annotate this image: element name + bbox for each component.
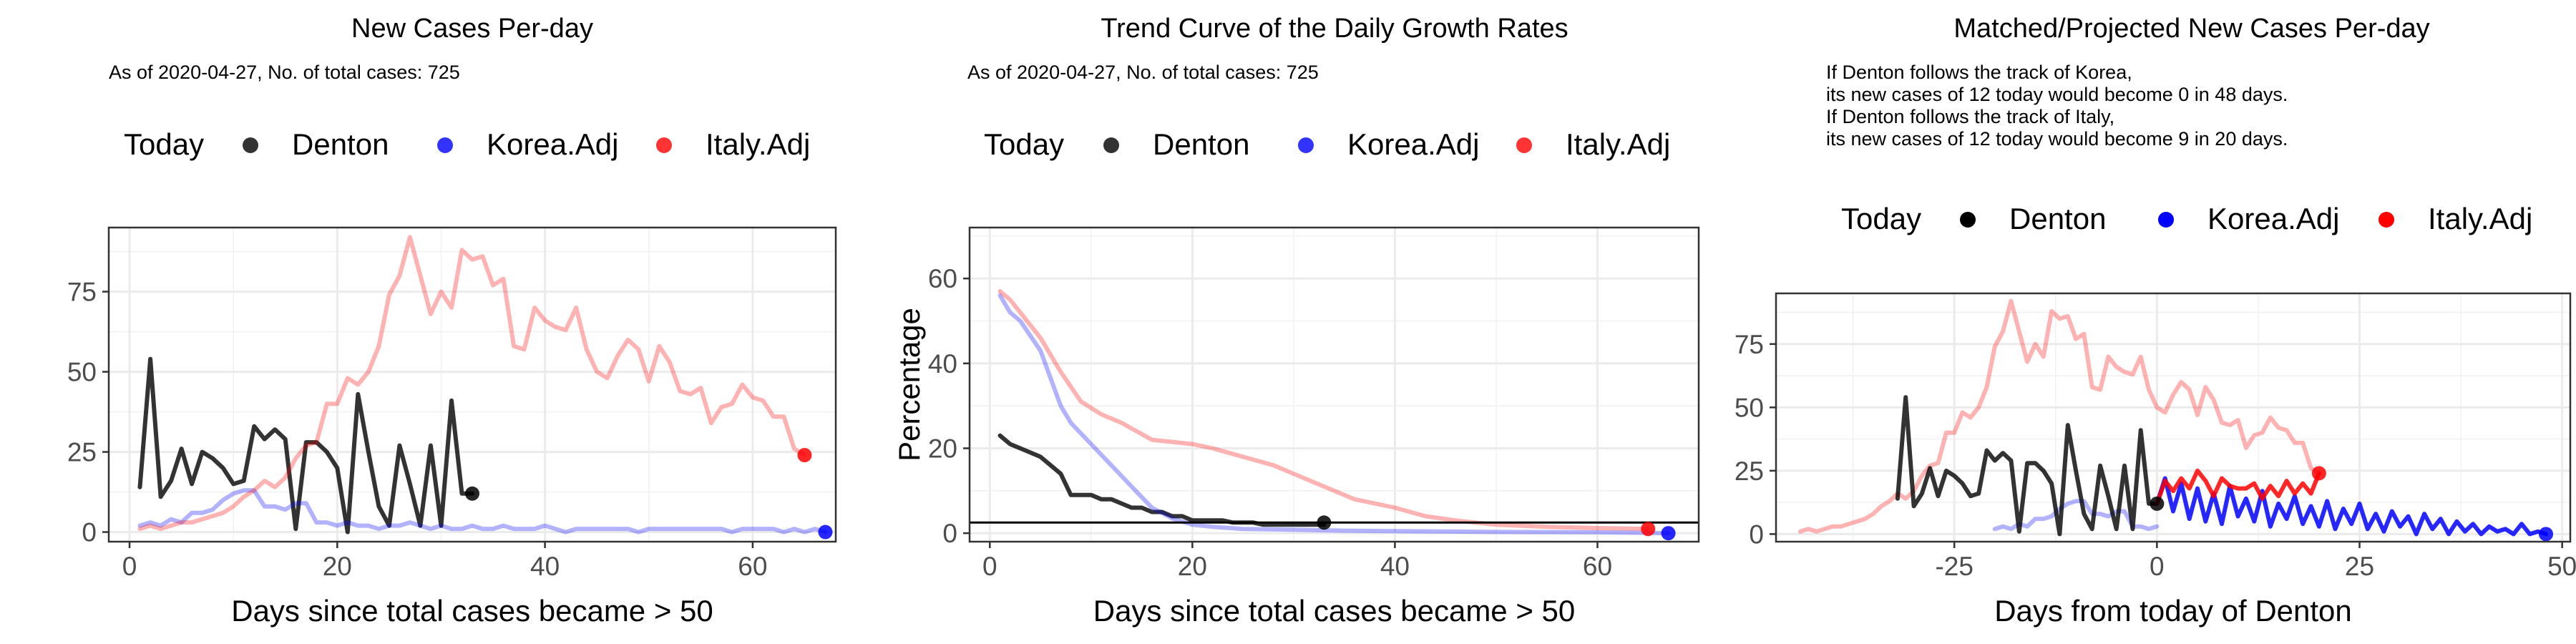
legend-key-denton: [1103, 137, 1119, 153]
x-tick-label: 0: [122, 552, 137, 581]
today-point-denton: [1317, 515, 1332, 530]
legend-title: Today: [984, 127, 1064, 161]
x-tick-label: 20: [323, 552, 352, 581]
chart-title: New Cases Per-day: [351, 14, 593, 44]
legend-key-korea-adj: [437, 137, 453, 153]
legend-key-korea-adj: [1298, 137, 1314, 153]
y-tick-label: 50: [1735, 393, 1764, 422]
legend-key-denton: [243, 137, 258, 153]
legend-label: Italy.Adj: [2428, 202, 2532, 235]
series-line-denton: [997, 433, 1327, 527]
today-point-korea-adj: [1661, 526, 1676, 541]
series-line-korea-adj: [137, 488, 828, 535]
legend-key-korea-adj: [2158, 212, 2174, 228]
x-tick-label: 60: [738, 552, 767, 581]
legend-title: Today: [124, 127, 204, 161]
today-point-italy-adj: [1641, 522, 1656, 537]
today-point-denton: [465, 486, 479, 501]
legend-key-italy-adj: [656, 137, 672, 153]
chart-subtitle-line: If Denton follows the track of Korea,: [1826, 62, 2132, 83]
chart-subtitle-line: its new cases of 12 today would become 9…: [1826, 128, 2288, 150]
x-axis-title: Days since total cases became > 50: [1093, 594, 1576, 628]
legend-label: Denton: [292, 127, 389, 161]
series-line-italy-adj-projected-: [2155, 468, 2321, 506]
y-tick-label: 60: [928, 264, 957, 293]
x-tick-label: 25: [2345, 552, 2374, 581]
chart-title: Trend Curve of the Daily Growth Rates: [1101, 14, 1568, 44]
series-line-denton: [137, 356, 474, 535]
y-tick-label: 0: [1749, 519, 1764, 549]
y-tick-label: 40: [928, 349, 957, 379]
today-point-italy-adj: [2311, 466, 2326, 481]
y-tick-label: 25: [67, 438, 97, 467]
y-tick-label: 25: [1735, 457, 1764, 486]
series-line-korea-adj-projected-: [2155, 476, 2548, 537]
legend-label: Korea.Adj: [1347, 127, 1479, 161]
today-point-korea-adj: [818, 525, 833, 540]
legend-key-italy-adj: [2379, 212, 2394, 228]
x-tick-label: 50: [2547, 552, 2576, 581]
legend-label: Italy.Adj: [1566, 127, 1670, 161]
plot-border: [1775, 292, 2572, 543]
x-axis-title: Days from today of Denton: [1994, 594, 2352, 628]
x-tick-label: 0: [982, 552, 997, 581]
plot-border: [107, 226, 837, 543]
y-tick-label: 75: [67, 278, 97, 307]
y-tick-label: 75: [1735, 330, 1764, 359]
legend-label: Denton: [1153, 127, 1249, 161]
series-line-korea-adj: [997, 293, 1671, 536]
legend-label: Korea.Adj: [2207, 202, 2339, 235]
x-tick-label: 20: [1178, 552, 1207, 581]
today-point-italy-adj: [797, 448, 812, 463]
plot-border: [968, 226, 1700, 543]
series-line-italy-adj-past-: [1798, 298, 2321, 534]
x-tick-label: 60: [1583, 552, 1612, 581]
chart-subtitle: As of 2020-04-27, No. of total cases: 72…: [109, 62, 460, 83]
legend-label: Denton: [2009, 202, 2106, 235]
y-tick-label: 0: [942, 519, 957, 548]
legend-label: Korea.Adj: [487, 127, 618, 161]
chart-title: Matched/Projected New Cases Per-day: [1953, 14, 2429, 44]
today-point-korea-adj: [2539, 527, 2554, 542]
x-tick-label: 40: [1380, 552, 1410, 581]
x-tick-label: -25: [1935, 552, 1973, 581]
y-tick-label: 50: [67, 358, 97, 387]
y-axis-title: Percentage: [892, 308, 926, 462]
y-tick-label: 0: [82, 518, 97, 547]
series-line-italy-adj: [137, 235, 807, 532]
legend-title: Today: [1841, 202, 1921, 235]
today-point-denton: [2150, 496, 2165, 511]
chart-p3: Matched/Projected New Cases Per-day If De…: [1735, 14, 2576, 628]
y-tick-label: 20: [928, 434, 957, 463]
chart-p2: Trend Curve of the Daily Growth Rates As …: [892, 14, 1700, 628]
chart-p1: New Cases Per-day As of 2020-04-27, No. o…: [67, 14, 837, 628]
chart-subtitle: As of 2020-04-27, No. of total cases: 72…: [967, 62, 1319, 83]
chart-subtitle-line: its new cases of 12 today would become 0…: [1826, 84, 2288, 105]
chart-subtitle-line: If Denton follows the track of Italy,: [1826, 106, 2114, 127]
legend-label: Italy.Adj: [706, 127, 810, 161]
x-tick-label: 0: [2150, 552, 2165, 581]
legend-key-italy-adj: [1516, 137, 1532, 153]
x-tick-label: 40: [530, 552, 560, 581]
x-axis-title: Days since total cases became > 50: [231, 594, 713, 628]
legend-key-denton: [1960, 212, 1976, 228]
series-line-denton: [1895, 395, 2160, 537]
